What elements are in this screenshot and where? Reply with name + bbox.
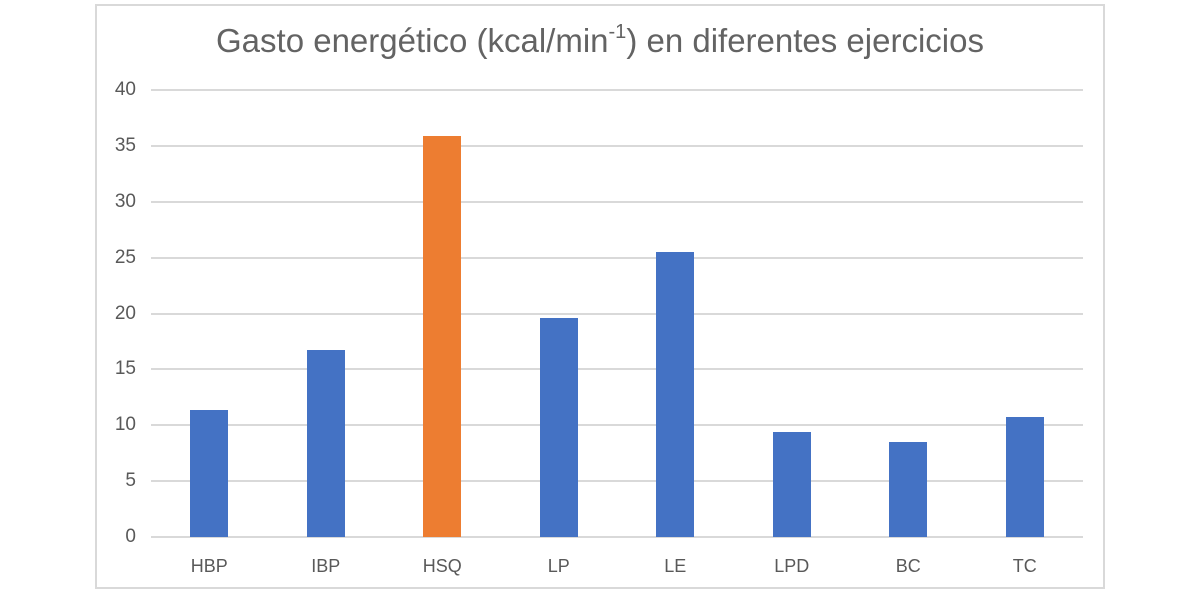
x-tick-label: LE [664, 556, 687, 576]
x-tick-label: HSQ [422, 556, 462, 576]
chart-title: Gasto energético (kcal/min-1) en diferen… [97, 22, 1103, 60]
x-tick-label: LP [547, 556, 570, 576]
chart-title-text: Gasto energético (kcal/min [216, 22, 609, 59]
bar-hbp [190, 409, 229, 537]
bar-bc [889, 442, 928, 537]
gridline [151, 424, 1083, 427]
bar-lpd [772, 431, 811, 537]
y-tick-label: 15 [114, 358, 136, 380]
y-tick-label: 20 [114, 302, 136, 324]
x-tick-label: TC [1012, 556, 1037, 576]
x-tick-label: IBP [311, 556, 341, 576]
bar-hsq [423, 135, 462, 537]
y-tick-label: 10 [114, 414, 136, 436]
gridline [151, 144, 1083, 147]
gridline [151, 312, 1083, 315]
y-tick-label: 5 [125, 470, 136, 492]
bar-lp [539, 317, 578, 537]
gridline [151, 89, 1083, 91]
x-axis-line [151, 536, 1083, 538]
chart-title-suffix: ) en diferentes ejercicios [626, 22, 984, 59]
bar-le [656, 252, 695, 537]
chart-title-superscript: -1 [608, 21, 627, 43]
y-tick-label: 30 [114, 190, 136, 212]
y-tick-label: 40 [114, 79, 136, 100]
x-tick-label: HBP [190, 556, 228, 576]
gridline [151, 200, 1083, 203]
gridline [151, 480, 1083, 483]
y-tick-label: 25 [114, 246, 136, 268]
x-tick-label: BC [895, 556, 921, 576]
x-tick-label: LPD [774, 556, 810, 576]
bar-ibp [306, 350, 345, 537]
gridline [151, 256, 1083, 259]
gridline [151, 368, 1083, 371]
y-tick-label: 35 [114, 134, 136, 156]
y-tick-label: 0 [125, 526, 136, 547]
chart-frame: Gasto energético (kcal/min-1) en diferen… [95, 4, 1105, 589]
bar-tc [1005, 417, 1044, 537]
